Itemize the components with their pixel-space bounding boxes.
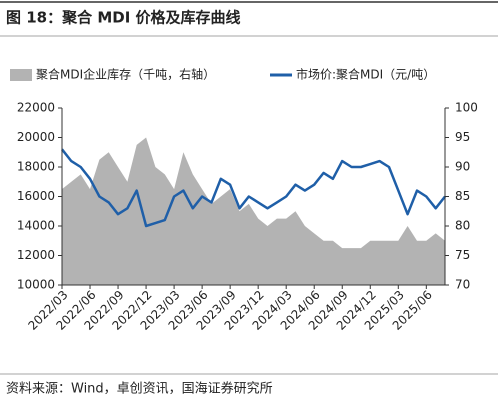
y2-tick-label: 80: [455, 219, 470, 233]
y2-tick-label: 90: [455, 160, 470, 174]
area: [62, 137, 445, 285]
y2-tick-label: 75: [455, 248, 470, 262]
y2-tick-label: 95: [455, 130, 470, 144]
y-tick-label: 14000: [17, 219, 55, 233]
y-tick-label: 22000: [17, 101, 55, 115]
source: 资料来源：Wind，卓创资讯，国海证券研究所: [6, 381, 273, 397]
y-tick-label: 12000: [17, 248, 55, 262]
y2-tick-label: 70: [455, 278, 470, 292]
y2-tick-label: 85: [455, 189, 470, 203]
y2-tick-label: 100: [455, 101, 478, 115]
legend-label: 市场价:聚合MDI（元/吨）: [296, 67, 435, 82]
y-tick-label: 10000: [17, 278, 55, 292]
legend-swatch: [10, 69, 32, 81]
chart-title: 图 18：聚合 MDI 价格及库存曲线: [6, 9, 241, 27]
y-tick-label: 18000: [17, 160, 55, 174]
legend-label: 聚合MDI企业库存（千吨，右轴）: [36, 67, 215, 82]
y-tick-label: 16000: [17, 189, 55, 203]
line: [61, 148, 446, 228]
y-tick-label: 20000: [17, 130, 55, 144]
